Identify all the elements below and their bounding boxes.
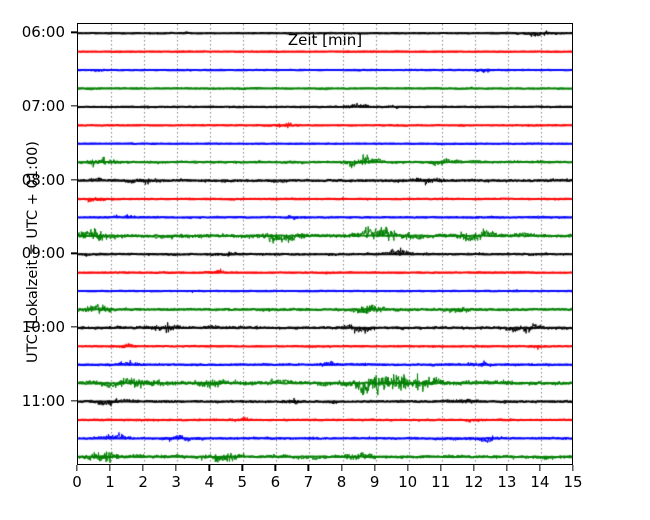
x-axis-tick-label: 5 <box>237 473 248 491</box>
x-axis-tick-label: 3 <box>171 473 181 491</box>
x-axis: 0 1 2 3 4 5 6 7 8 9 10 11 12 13 14 15 <box>0 465 650 520</box>
y-axis-tick-label: 08:00 <box>21 170 65 189</box>
x-axis-tick <box>142 465 144 471</box>
x-axis-tick-label: 4 <box>204 473 215 491</box>
y-axis-tick <box>71 252 77 254</box>
x-axis-tick-label: 12 <box>464 473 484 491</box>
x-axis-tick <box>373 465 376 471</box>
x-axis-tick-label: 10 <box>398 473 418 491</box>
x-axis-tick <box>175 465 177 471</box>
x-axis-tick-label: 8 <box>336 473 347 491</box>
x-axis-tick-label: 15 <box>563 473 583 491</box>
x-axis-tick <box>109 465 111 471</box>
x-axis-tick <box>506 465 508 471</box>
x-axis-tick <box>473 465 475 471</box>
x-axis-tick-label: 7 <box>303 473 314 491</box>
x-axis-tick-label: 1 <box>105 473 115 491</box>
x-axis-tick <box>274 465 277 471</box>
seismogram-canvas <box>78 24 572 464</box>
x-axis-tick <box>241 465 243 471</box>
y-axis-tick <box>71 326 77 328</box>
x-axis-tick-label: 6 <box>270 473 281 491</box>
y-axis-tick-label: 07:00 <box>21 96 65 115</box>
x-axis-tick <box>440 465 442 471</box>
plot-area <box>77 23 573 465</box>
y-axis-tick <box>71 31 77 33</box>
y-axis-tick-label: 09:00 <box>21 244 65 263</box>
y-axis-tick <box>71 178 77 181</box>
x-axis-tick <box>407 465 409 471</box>
y-axis-tick-label: 06:00 <box>21 23 65 42</box>
y-axis-tick <box>71 399 77 402</box>
x-axis-tick-label: 14 <box>530 473 550 491</box>
x-axis-tick <box>340 465 343 471</box>
y-axis: 06:00 07:00 08:00 09:00 10:00 11:00 <box>0 0 77 520</box>
x-axis-tick-label: 11 <box>431 473 451 491</box>
x-axis-title: Zeit [min] <box>287 31 363 49</box>
y-axis-tick-label: 11:00 <box>21 391 65 410</box>
y-axis-tick <box>71 105 77 107</box>
x-axis-tick <box>307 465 310 471</box>
x-axis-tick-label: 0 <box>72 473 82 491</box>
x-axis-tick <box>539 465 541 471</box>
y-axis-title: UTC (Lokalzeit = UTC + 01:00) <box>25 141 41 363</box>
y-axis-tick-label: 10:00 <box>21 317 65 336</box>
x-axis-tick <box>208 465 210 471</box>
x-axis-tick-label: 9 <box>369 473 380 491</box>
x-axis-tick-label: 13 <box>497 473 517 491</box>
x-axis-tick <box>76 465 78 471</box>
x-axis-tick-label: 2 <box>138 473 148 491</box>
x-axis-tick <box>572 465 574 471</box>
